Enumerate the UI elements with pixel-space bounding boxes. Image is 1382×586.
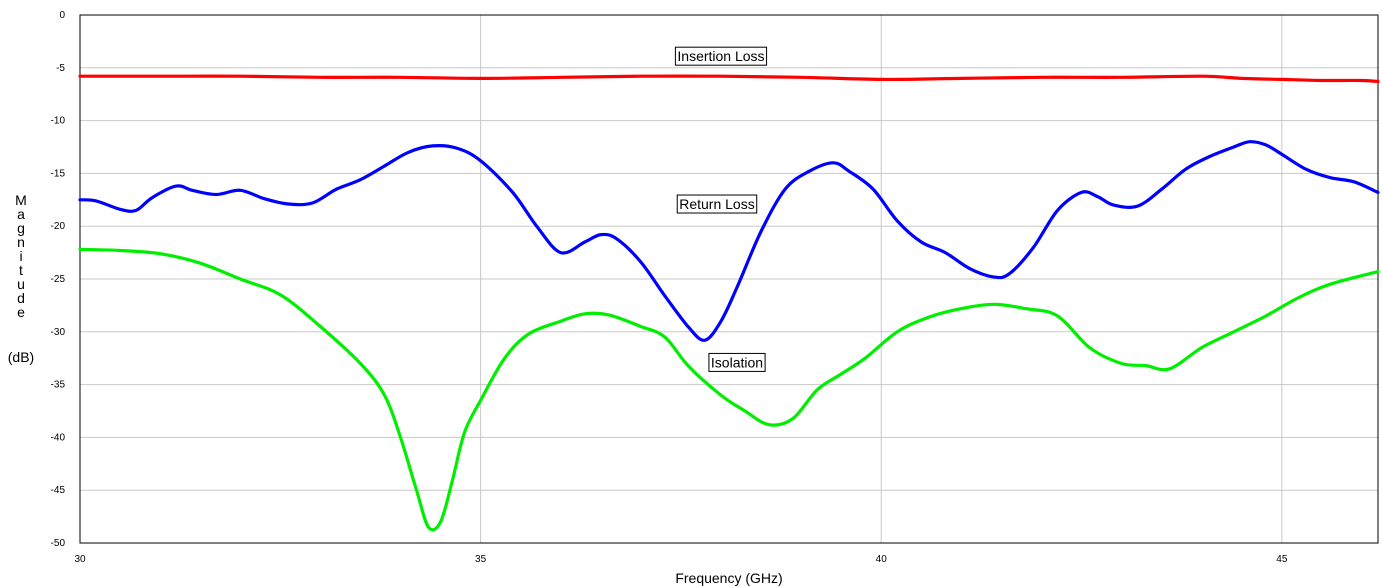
isolation-label: Isolation — [708, 352, 766, 372]
x-axis-title: Frequency (GHz) — [675, 570, 782, 586]
x-tick-label: 30 — [74, 554, 86, 565]
y-axis-title-letter: a — [17, 206, 25, 222]
series-lines — [78, 74, 1380, 532]
series-annotations: Insertion Loss Return Loss Isolation — [674, 46, 768, 372]
y-axis-title-letter: i — [19, 248, 22, 264]
x-tick-labels: 30 35 40 45 — [74, 554, 1287, 565]
x-tick-label: 40 — [876, 554, 888, 565]
y-tick-label: -50 — [51, 538, 66, 549]
y-axis-title: M a g n i t u d e (dB) — [8, 192, 34, 365]
y-tick-label: -15 — [51, 168, 66, 179]
insertion-loss-label: Insertion Loss — [674, 46, 768, 66]
x-tick-label: 45 — [1276, 554, 1288, 565]
plot-frame — [79, 14, 1379, 544]
insertion-loss-line — [78, 74, 1380, 84]
isolation-line — [78, 247, 1380, 532]
grid — [80, 15, 1378, 543]
y-tick-label: -20 — [51, 221, 66, 232]
annotation-text: Isolation — [711, 354, 763, 370]
y-axis-title-letter: t — [19, 262, 23, 278]
y-axis-title-letter: g — [17, 220, 25, 236]
y-axis-title-letter: M — [15, 192, 27, 208]
annotation-box — [676, 194, 758, 214]
y-axis-unit: (dB) — [8, 349, 34, 365]
annotation-box — [708, 352, 766, 372]
y-tick-label: -40 — [51, 432, 66, 443]
x-tick-label: 35 — [475, 554, 487, 565]
y-axis-title-letter: d — [17, 290, 25, 306]
y-tick-labels: 0 -5 -10 -15 -20 -25 -30 -35 -40 -45 -50 — [51, 10, 66, 549]
annotation-text: Return Loss — [679, 196, 754, 212]
y-axis-title-letter: n — [17, 234, 25, 250]
y-tick-label: -10 — [51, 116, 66, 127]
return-loss-label: Return Loss — [676, 194, 758, 214]
y-axis-title-letter: u — [17, 276, 25, 292]
y-tick-label: -5 — [56, 63, 65, 74]
return-loss-line — [78, 140, 1380, 342]
y-axis-title-letter: e — [17, 304, 25, 320]
y-tick-label: -30 — [51, 327, 66, 338]
annotation-box — [674, 46, 768, 66]
y-tick-label: -35 — [51, 380, 66, 391]
y-tick-label: -25 — [51, 274, 66, 285]
y-tick-label: 0 — [59, 10, 65, 21]
annotation-text: Insertion Loss — [677, 48, 764, 64]
y-tick-label: -45 — [51, 485, 66, 496]
